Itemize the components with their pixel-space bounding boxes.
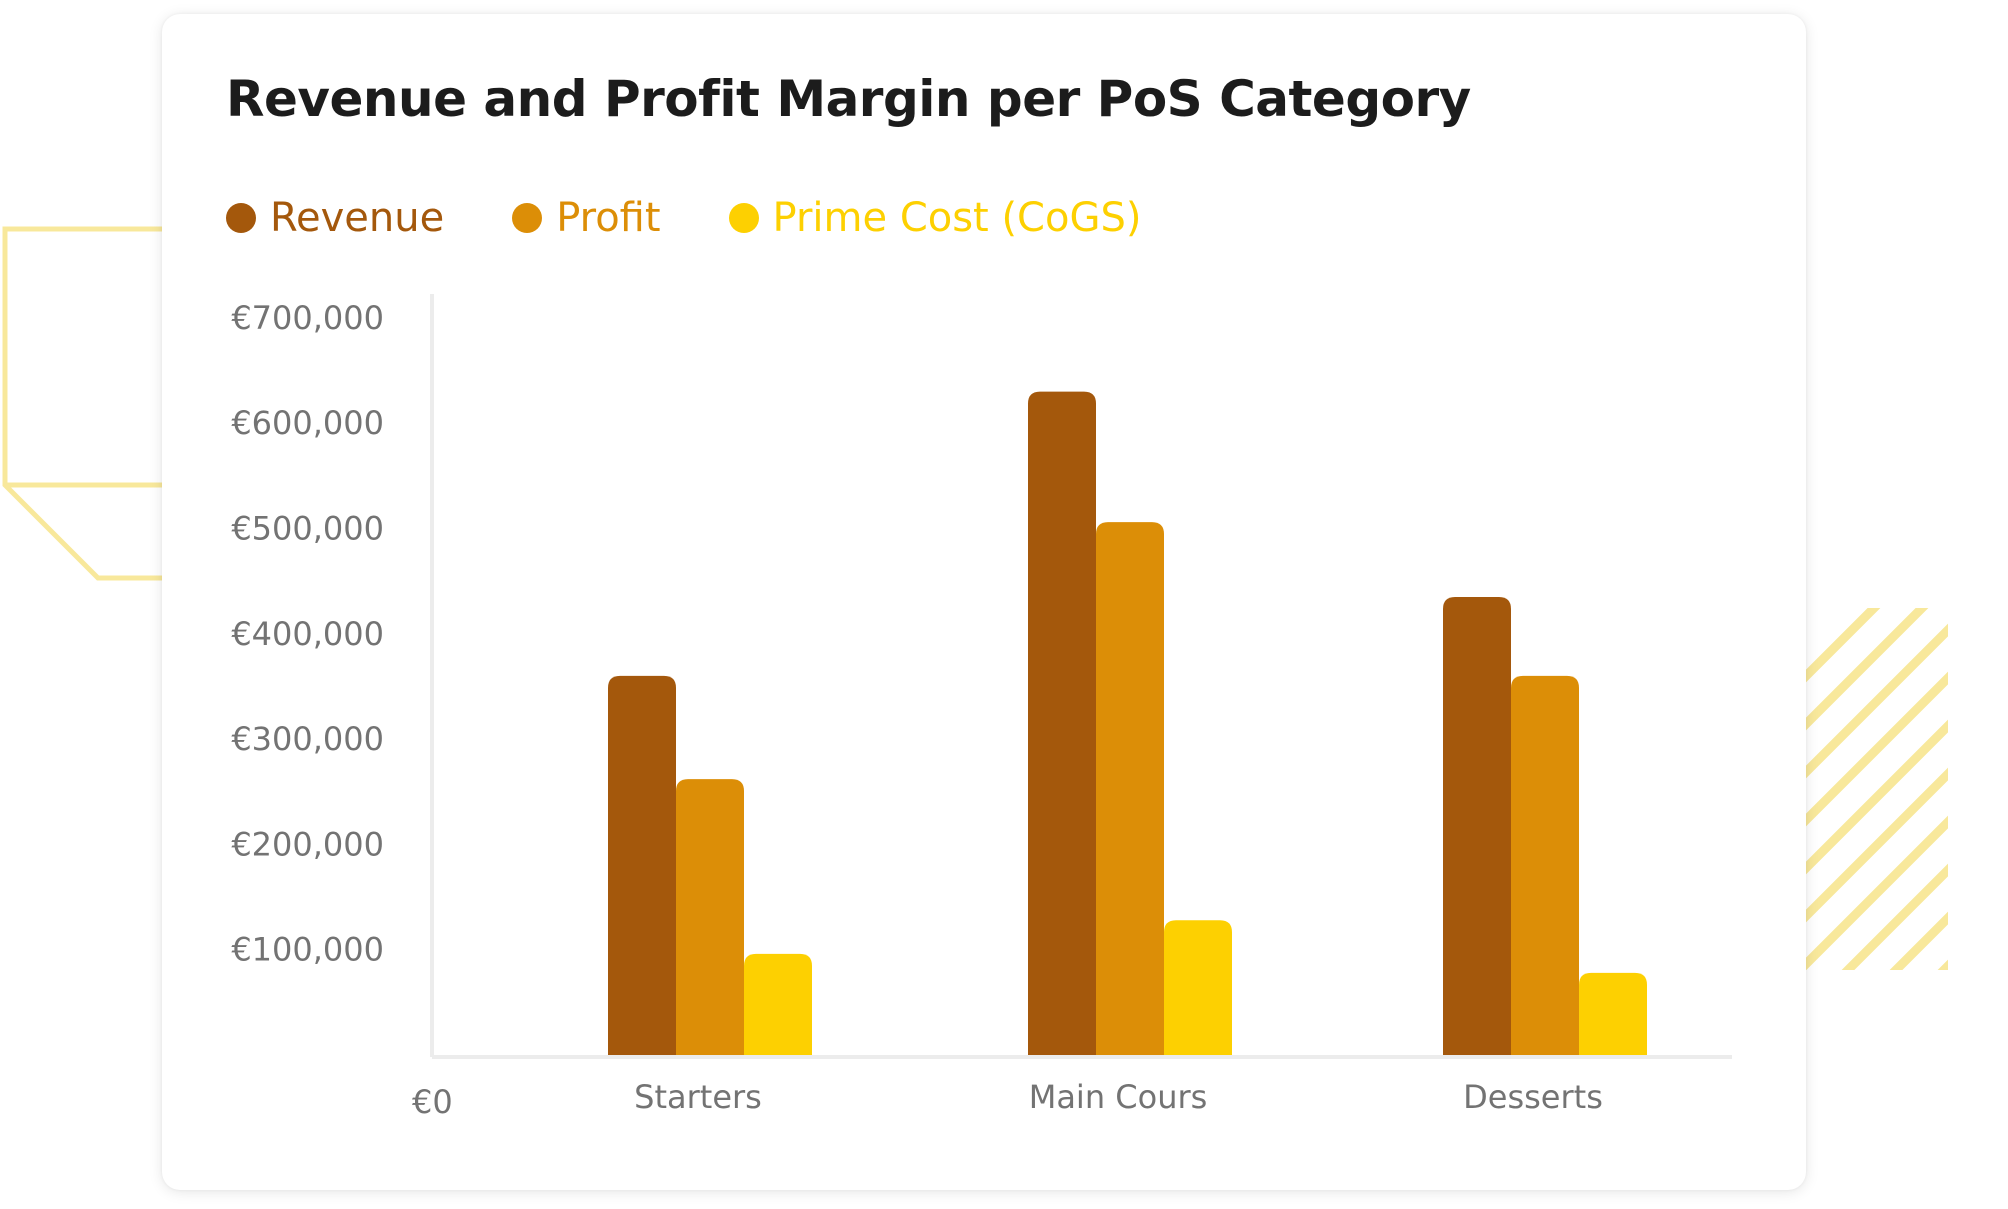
- y-tick-label: €700,000: [231, 299, 384, 337]
- legend-label-prime-cost: Prime Cost (CoGS): [772, 195, 1142, 241]
- bar-prime_cost-starters: [744, 953, 812, 1055]
- legend-item-prime-cost[interactable]: Prime Cost (CoGS): [728, 195, 1142, 241]
- bar-profit-starters: [676, 779, 744, 1055]
- legend-item-profit[interactable]: Profit: [512, 195, 661, 241]
- bar-prime_cost-main-cours: [1164, 920, 1232, 1055]
- stripe-decoration: [1800, 719, 1948, 881]
- outline-shape-decoration: [2, 226, 162, 581]
- legend-item-revenue[interactable]: Revenue: [226, 195, 444, 241]
- stripe-decoration: [1800, 623, 1948, 785]
- bar-revenue-desserts: [1443, 596, 1511, 1055]
- stripe-decoration: [1800, 608, 1881, 689]
- legend-dot-revenue: [226, 203, 256, 233]
- chart-card: Revenue and Profit Margin per PoS Catego…: [162, 14, 1806, 1190]
- y-tick-label: €0: [412, 1083, 453, 1121]
- y-tick-label: €300,000: [231, 720, 384, 758]
- bar-profit-main-cours: [1096, 522, 1164, 1055]
- x-tick-label: Main Cours: [1029, 1078, 1208, 1116]
- stripe-decoration: [1841, 863, 1948, 970]
- bar-revenue-starters: [608, 675, 676, 1055]
- x-tick-label: Starters: [634, 1078, 762, 1116]
- chart-legend: Revenue Profit Prime Cost (CoGS): [226, 186, 1209, 250]
- legend-dot-profit: [512, 203, 543, 233]
- legend-label-revenue: Revenue: [270, 195, 445, 241]
- y-tick-label: €500,000: [231, 510, 384, 548]
- chart-title: Revenue and Profit Margin per PoS Catego…: [226, 70, 1471, 128]
- stripe-decoration: [1889, 911, 1948, 970]
- bar-revenue-main-cours: [1028, 391, 1096, 1055]
- stripe-decoration: [1800, 671, 1948, 833]
- bar-prime_cost-desserts: [1579, 972, 1647, 1055]
- y-tick-label: €400,000: [231, 615, 384, 653]
- y-tick-label: €600,000: [231, 404, 384, 442]
- y-tick-label: €200,000: [231, 825, 384, 863]
- bar-profit-desserts: [1511, 675, 1579, 1055]
- bar-chart: €0 €100,000 €200,000 €300,000 €400,000 €500,0…: [231, 294, 1732, 1121]
- stripe-decoration: [1800, 608, 1929, 737]
- legend-dot-prime-cost: [728, 203, 759, 233]
- stripe-decoration: [1982, 600, 2008, 980]
- x-tick-label: Desserts: [1463, 1078, 1603, 1116]
- y-tick-label: €100,000: [231, 931, 384, 969]
- stripe-decoration: [1800, 815, 1948, 970]
- legend-label-profit: Profit: [556, 195, 661, 241]
